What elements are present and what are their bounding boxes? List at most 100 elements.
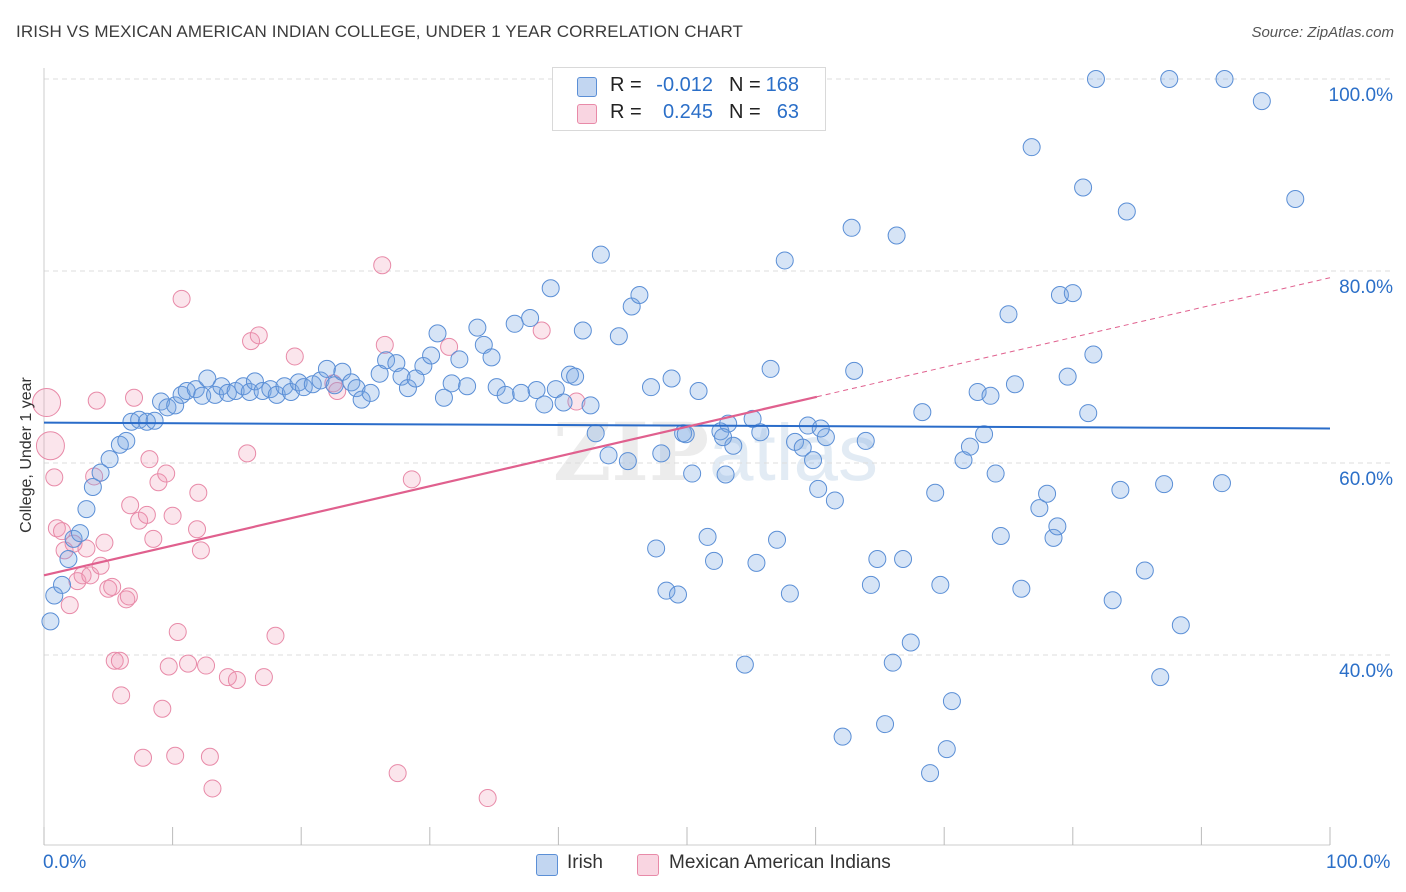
n-value: 63 [776, 101, 799, 123]
mexican-point [285, 347, 304, 366]
irish-point [1135, 561, 1154, 580]
mexican-point [159, 657, 178, 676]
irish-point [573, 321, 592, 340]
irish-point [641, 378, 660, 397]
irish-point [1079, 404, 1098, 423]
irish-point [986, 464, 1005, 483]
mexican-point [32, 388, 62, 418]
irish-point [894, 550, 913, 568]
irish-point [186, 380, 205, 399]
irish-point [100, 450, 119, 469]
mexican-point [87, 391, 106, 410]
mexican-point [375, 335, 394, 354]
mexican-point [388, 764, 407, 783]
mexican-point [137, 505, 156, 524]
mexican-american-indians-points [32, 256, 586, 808]
irish-point [689, 382, 708, 400]
irish-point [392, 367, 411, 386]
irish-point [527, 381, 546, 400]
irish-point [158, 398, 177, 417]
irish-point [618, 452, 637, 471]
mexican-point [112, 686, 131, 705]
irish-point [960, 437, 979, 456]
irish-point [735, 655, 754, 674]
irish-point [657, 581, 676, 600]
irish-point [122, 412, 141, 431]
irish-point [662, 369, 681, 388]
irish-point [1151, 668, 1170, 687]
mexican-point [254, 668, 273, 687]
irish-point [1048, 517, 1067, 536]
n-label: N = [729, 74, 761, 96]
r-value: -0.012 [656, 74, 713, 96]
irish-point [333, 362, 352, 381]
irish-swatch [536, 854, 558, 876]
mexican-point [45, 468, 64, 487]
irish-point [743, 409, 762, 428]
irish-point [145, 411, 164, 430]
mexican-point [105, 651, 124, 670]
y-tick-label: 40.0% [1339, 661, 1393, 682]
irish-point [1044, 528, 1063, 547]
irish-point [599, 446, 618, 465]
irish-point [887, 226, 906, 245]
irish-point [816, 428, 835, 447]
r-label: R = [610, 74, 642, 96]
n-value: 168 [765, 74, 799, 96]
irish-point [1038, 484, 1057, 503]
irish-point [793, 438, 812, 457]
irish-point [521, 309, 540, 328]
irish-point [566, 367, 585, 386]
mexican-point [134, 748, 153, 767]
mexican-point [249, 326, 268, 345]
mexican-point [373, 256, 392, 275]
irish-point [458, 377, 477, 396]
mexican-point [266, 626, 285, 645]
irish-point [117, 431, 136, 450]
x-tick-label-min: 0.0% [43, 852, 87, 873]
mexican-swatch [577, 104, 597, 124]
irish-point [1022, 138, 1041, 157]
y-tick-label: 80.0% [1339, 277, 1393, 298]
mexican-point [140, 450, 159, 469]
mexican-swatch [637, 854, 659, 876]
irish-point [714, 428, 733, 447]
irish-trend-line [43, 421, 1331, 430]
irish-point [71, 524, 90, 543]
mexican-point [95, 533, 114, 552]
irish-point [647, 539, 666, 558]
irish-point [883, 653, 902, 672]
n-label: N = [729, 101, 761, 123]
irish-point [535, 395, 554, 414]
irish-point [1160, 70, 1179, 88]
mexican-point [203, 779, 222, 798]
irish-point [1171, 616, 1190, 635]
irish-point [166, 396, 185, 415]
mexican-point [191, 541, 210, 560]
irish-point [289, 373, 308, 392]
irish-point [747, 553, 766, 572]
mexican-point [478, 789, 497, 808]
source-credit: Source: ZipAtlas.com [1251, 24, 1394, 41]
r-label: R = [610, 101, 642, 123]
irish-point [809, 479, 828, 498]
mexican-point [117, 590, 136, 609]
mexican-point [77, 539, 96, 558]
irish-point [630, 286, 649, 304]
mexican-point [532, 321, 551, 340]
irish-point [683, 464, 702, 483]
mexican-point [440, 337, 459, 356]
irish-point [361, 383, 380, 402]
chart-title: IRISH VS MEXICAN AMERICAN INDIAN COLLEGE… [16, 22, 744, 41]
irish-point [1111, 480, 1130, 499]
irish-point [554, 393, 573, 412]
mexican-point [227, 670, 246, 689]
mexican-point [197, 656, 216, 675]
irish-point [833, 727, 852, 746]
irish-point [505, 314, 524, 333]
irish-point [775, 251, 794, 270]
mexican-point [110, 651, 129, 670]
irish-point [83, 478, 102, 496]
irish-point [921, 764, 940, 783]
irish-point [496, 385, 515, 404]
